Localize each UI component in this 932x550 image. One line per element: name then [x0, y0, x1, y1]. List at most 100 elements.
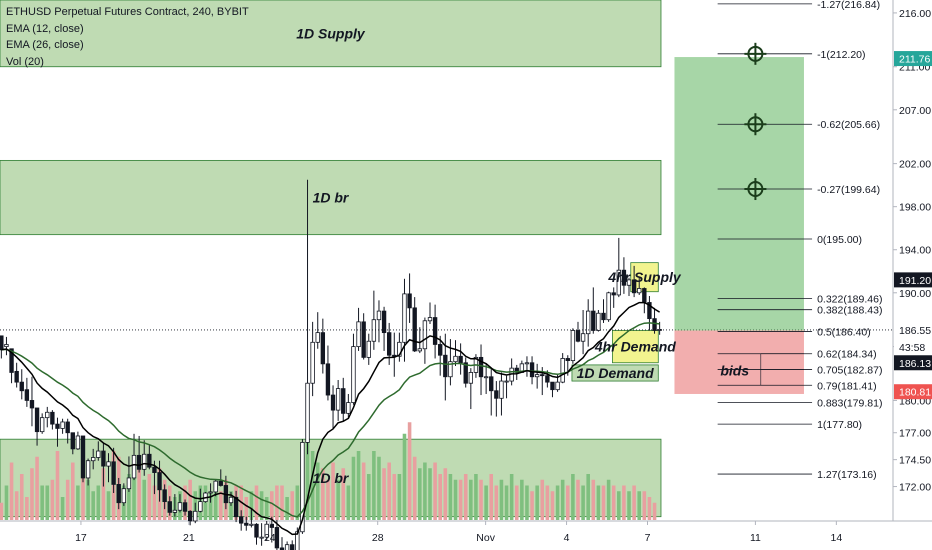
volume-bar: [407, 422, 412, 520]
volume-bar: [484, 485, 488, 520]
volume-bar: [586, 474, 590, 520]
fib-label-10: 0.79(181.41): [817, 380, 877, 392]
candle-down: [279, 547, 285, 550]
volume-bar: [254, 485, 259, 520]
candle-down: [218, 480, 223, 486]
y-tick-label: 202.00: [899, 159, 931, 171]
volume-bar: [101, 468, 106, 520]
volume-bar: [565, 485, 570, 520]
candle-up: [366, 340, 371, 358]
volume-bar: [372, 451, 376, 520]
candle-up: [213, 480, 218, 493]
zone-label-1: 1D br: [313, 190, 350, 206]
candle-up: [371, 319, 377, 342]
fib-label-8: 0.62(184.34): [817, 349, 877, 361]
candle-up: [504, 380, 509, 383]
volume-bar: [571, 474, 575, 520]
volume-bar: [581, 485, 585, 520]
x-tick-label: 21: [183, 532, 195, 544]
candle-down: [157, 472, 162, 491]
chart-legend: ETHUSD Perpetual Futures Contract, 240, …: [6, 4, 249, 70]
fib-label-13: 1.27(173.16): [817, 469, 877, 481]
candle-down: [647, 302, 652, 320]
legend-volume[interactable]: Vol (20): [6, 55, 44, 68]
zone-label-2: 4hr Supply: [607, 269, 682, 285]
zone-3: [612, 330, 659, 364]
candle-up: [259, 536, 264, 539]
fib-label-3: -0.27(199.64): [817, 184, 880, 196]
candle-down: [407, 293, 412, 309]
price-badge-3: [894, 339, 932, 355]
volume-bar: [147, 474, 152, 520]
candle-down: [24, 389, 30, 401]
candle-down: [545, 375, 550, 383]
volume-bar: [560, 479, 565, 520]
volume-bar: [127, 474, 131, 520]
candle-down: [621, 269, 627, 286]
candle-up: [121, 488, 127, 504]
volume-bar: [637, 491, 642, 520]
volume-bar: [65, 479, 70, 520]
candle-down: [101, 450, 106, 467]
y-tick-label: 172.00: [899, 482, 931, 494]
volume-bar: [469, 479, 473, 520]
ema-26-line: [1, 322, 660, 518]
candle-up: [427, 317, 433, 322]
candle-down: [152, 466, 157, 473]
candle-down: [463, 362, 468, 384]
candle-up: [142, 453, 147, 470]
candle-down: [19, 381, 24, 392]
candle-down: [381, 310, 387, 334]
x-tick-label: 11: [750, 532, 761, 544]
candle-down: [642, 288, 647, 303]
volume-bar: [285, 497, 289, 520]
legend-symbol[interactable]: ETHUSD Perpetual Futures Contract, 240, …: [6, 6, 249, 18]
candle-down: [70, 432, 75, 450]
candle-down: [9, 348, 14, 373]
candle-down: [631, 279, 637, 294]
volume-bar: [50, 479, 55, 520]
volume-bar: [356, 451, 361, 520]
volume-bar: [336, 479, 340, 520]
candle-up: [422, 320, 428, 350]
volume-bar: [280, 485, 284, 520]
zone-4: [571, 364, 659, 382]
legend-ema-12[interactable]: EMA (12, close): [6, 22, 84, 35]
volume-bar: [341, 468, 346, 520]
candle-up: [172, 509, 178, 513]
candle-up: [616, 269, 621, 296]
candle-down: [239, 516, 244, 524]
candle-up: [346, 402, 351, 414]
volume-bar: [310, 451, 315, 520]
candle-down: [233, 496, 239, 518]
legend-ema-26[interactable]: EMA (26, close): [6, 39, 84, 51]
candle-down: [540, 374, 545, 377]
volume-bar: [514, 485, 519, 520]
fib-label-12: 1(177.80): [817, 419, 862, 431]
volume-bar: [0, 502, 4, 520]
candle-up: [453, 355, 458, 363]
candle-down: [254, 523, 259, 538]
fib-label-4: 0(195.00): [817, 234, 862, 246]
candle-down: [50, 411, 55, 425]
labels-layer: 1D Supply 1D br 4hr Supply 4hr Demand 1D Dem…: [296, 0, 882, 486]
volume-bar: [387, 462, 391, 520]
volume-bar: [19, 474, 24, 520]
price-badge-0: [894, 51, 932, 67]
candle-down: [34, 407, 40, 433]
candle-down: [591, 310, 596, 331]
candle-up: [315, 332, 320, 343]
volume-bar: [428, 468, 432, 520]
volume-bar: [392, 474, 397, 520]
volume-bar: [382, 468, 386, 520]
candle-up: [335, 388, 341, 411]
price-badge-label-5: 180.81: [899, 387, 931, 399]
candle-down: [167, 501, 172, 513]
volume-bar: [249, 491, 254, 520]
x-tick-label: 24: [264, 532, 276, 544]
volume-bar: [423, 462, 427, 520]
candle-down: [601, 312, 606, 321]
volume-bar: [438, 474, 442, 520]
